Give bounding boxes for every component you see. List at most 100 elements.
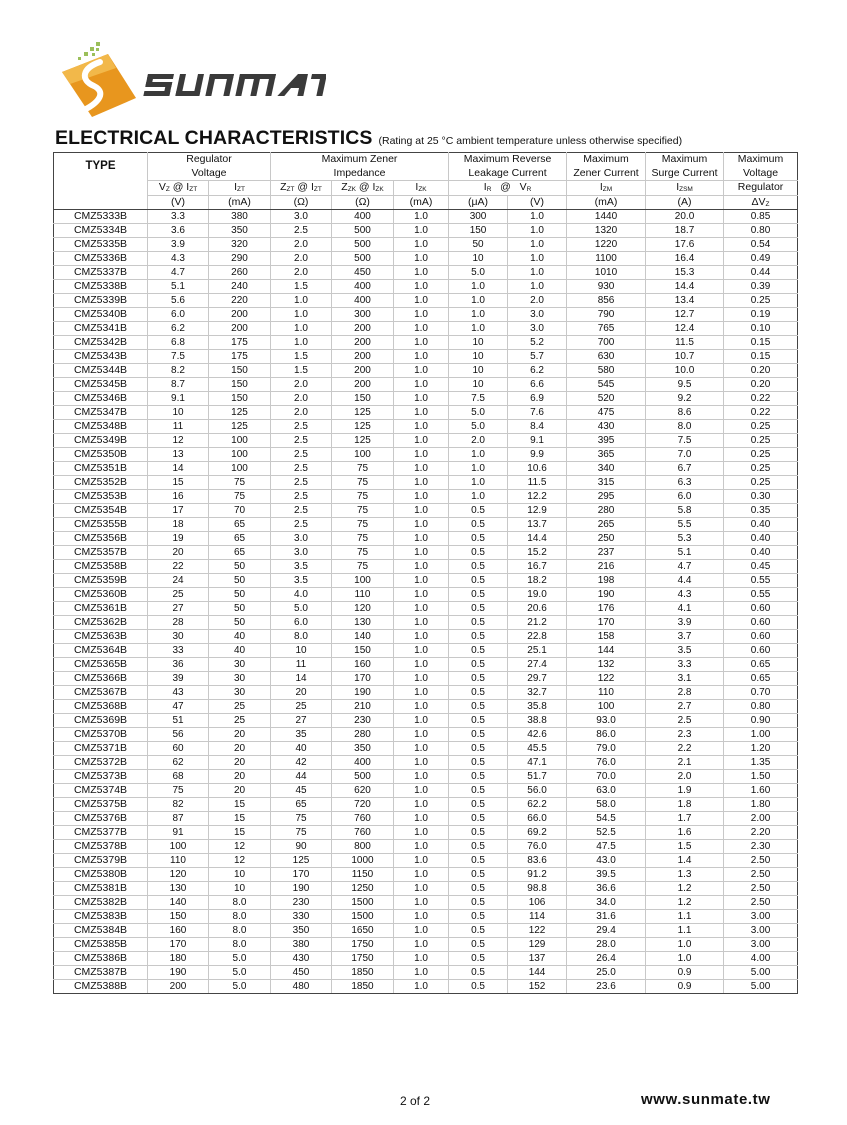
header-row-line1: TYPE Regulator Maximum Zener Maximum Revers… xyxy=(53,152,799,181)
value-cell: 790 xyxy=(566,307,647,322)
value-cell: 1.0 xyxy=(392,713,450,728)
value-cell: 14.4 xyxy=(645,279,725,294)
table-row: CMZ5364B 33 40 10 150 1.0 0.5 25.1 144 3.5 0.60 xyxy=(53,643,799,658)
symbol-header: VZ @ IZT xyxy=(147,180,209,196)
value-cell: 18 xyxy=(147,517,209,532)
value-cell: 300 xyxy=(331,307,394,322)
value-cell: 10.7 xyxy=(645,349,725,364)
value-cell: 1.0 xyxy=(392,615,450,630)
group-header-line1: Regulator xyxy=(147,152,271,167)
value-cell: 9.2 xyxy=(645,391,725,406)
value-cell: 300 xyxy=(448,209,509,224)
value-cell: 265 xyxy=(566,517,647,532)
value-cell: 320 xyxy=(208,237,271,252)
value-cell: 65 xyxy=(270,797,332,812)
table-row: CMZ5339B 5.6 220 1.0 400 1.0 1.0 2.0 856 13.4 0.25 xyxy=(53,293,799,308)
value-cell: 210 xyxy=(331,699,394,714)
type-cell: CMZ5359B xyxy=(53,573,148,588)
group-header-line1: Maximum Zener xyxy=(269,152,450,167)
value-cell: 0.55 xyxy=(723,573,799,588)
value-cell: 2.0 xyxy=(448,433,509,448)
value-cell: 16 xyxy=(147,489,209,504)
value-cell: 1.8 xyxy=(645,797,725,812)
value-cell: 0.5 xyxy=(448,601,509,616)
value-cell: 130 xyxy=(147,881,209,896)
type-cell: CMZ5341B xyxy=(53,321,148,336)
subtitle-text: (Rating at 25 °C ambient temperature unl… xyxy=(378,135,683,147)
value-cell: 30 xyxy=(208,685,271,700)
value-cell: 0.5 xyxy=(448,909,509,924)
value-cell: 230 xyxy=(331,713,394,728)
value-cell: 144 xyxy=(507,965,568,980)
value-cell: 4.3 xyxy=(147,251,209,266)
table-row: CMZ5341B 6.2 200 1.0 200 1.0 1.0 3.0 765 12.4 0.10 xyxy=(53,321,799,336)
value-cell: 175 xyxy=(208,349,271,364)
value-cell: 8.0 xyxy=(208,923,271,938)
symbol-header: ZZK @ IZK xyxy=(331,180,394,196)
value-cell: 0.5 xyxy=(448,825,509,840)
value-cell: 200 xyxy=(208,321,271,336)
value-cell: 79.0 xyxy=(566,741,647,756)
value-cell: 76.0 xyxy=(507,839,568,854)
value-cell: 295 xyxy=(566,489,647,504)
type-cell: CMZ5384B xyxy=(53,923,148,938)
value-cell: 12.4 xyxy=(645,321,725,336)
value-cell: 0.25 xyxy=(723,433,799,448)
value-cell: 10 xyxy=(448,363,509,378)
value-cell: 190 xyxy=(566,587,647,602)
value-cell: 198 xyxy=(566,573,647,588)
value-cell: 6.6 xyxy=(507,377,568,392)
value-cell: 20 xyxy=(208,741,271,756)
value-cell: 240 xyxy=(208,279,271,294)
value-cell: 75 xyxy=(270,825,332,840)
value-cell: 1.0 xyxy=(392,965,450,980)
unit-header: (Ω) xyxy=(331,194,394,210)
value-cell: 170 xyxy=(147,937,209,952)
type-cell: CMZ5362B xyxy=(53,615,148,630)
value-cell: 76.0 xyxy=(566,755,647,770)
header-row-line2: Voltage Impedance Leakage Current Zener Cur… xyxy=(54,166,799,181)
value-cell: 160 xyxy=(147,923,209,938)
value-cell: 1.0 xyxy=(392,517,450,532)
symbol-subscript: Z xyxy=(165,186,170,193)
value-cell: 1100 xyxy=(566,251,647,266)
table-row: CMZ5386B 180 5.0 430 1750 1.0 0.5 137 26.4 1.0 4.0… xyxy=(53,951,799,966)
value-cell: 0.5 xyxy=(448,671,509,686)
value-cell: 630 xyxy=(566,349,647,364)
value-cell: 13 xyxy=(147,447,209,462)
value-cell: 25 xyxy=(208,713,271,728)
table-row: CMZ5376B 87 15 75 760 1.0 0.5 66.0 54.5 1.7 2.00 xyxy=(53,811,799,826)
value-cell: 23.6 xyxy=(566,979,647,994)
value-cell: 1.0 xyxy=(507,279,568,294)
value-cell: 2.0 xyxy=(270,377,332,392)
symbol-base: V xyxy=(158,181,166,193)
symbol-base: I xyxy=(234,181,237,193)
value-cell: 1.0 xyxy=(392,363,450,378)
value-cell: 0.55 xyxy=(723,587,799,602)
value-cell: 5.6 xyxy=(147,293,209,308)
value-cell: 500 xyxy=(331,251,394,266)
value-cell: 10 xyxy=(448,349,509,364)
value-cell: 3.0 xyxy=(507,321,568,336)
value-cell: 40 xyxy=(270,741,332,756)
type-cell: CMZ5351B xyxy=(53,461,148,476)
table-row: CMZ5369B 51 25 27 230 1.0 0.5 38.8 93.0 2.5 0.90 xyxy=(53,713,799,728)
type-cell: CMZ5339B xyxy=(53,293,148,308)
table-row: CMZ5342B 6.8 175 1.0 200 1.0 10 5.2 700 11.5 0.15 xyxy=(53,335,799,350)
value-cell: 63.0 xyxy=(566,783,647,798)
table-row: CMZ5387B 190 5.0 450 1850 1.0 0.5 144 25.0 0.9 5.0… xyxy=(53,965,799,980)
value-cell: 0.5 xyxy=(448,895,509,910)
value-cell: 1.0 xyxy=(507,223,568,238)
table-row: CMZ5353B 16 75 2.5 75 1.0 1.0 12.2 295 6.0 0.30 xyxy=(53,489,799,504)
value-cell: 11.5 xyxy=(645,335,725,350)
table-row: CMZ5344B 8.2 150 1.5 200 1.0 10 6.2 580 10.0 0.20 xyxy=(53,363,799,378)
unit-header: (V) xyxy=(147,194,209,210)
value-cell: 0.80 xyxy=(723,223,799,238)
value-cell: 110 xyxy=(331,587,394,602)
value-cell: 1.0 xyxy=(448,293,509,308)
value-cell: 0.85 xyxy=(723,209,799,224)
value-cell: 20 xyxy=(208,769,271,784)
value-cell: 1.0 xyxy=(392,447,450,462)
type-cell: CMZ5364B xyxy=(53,643,148,658)
value-cell: 18.7 xyxy=(645,223,725,238)
